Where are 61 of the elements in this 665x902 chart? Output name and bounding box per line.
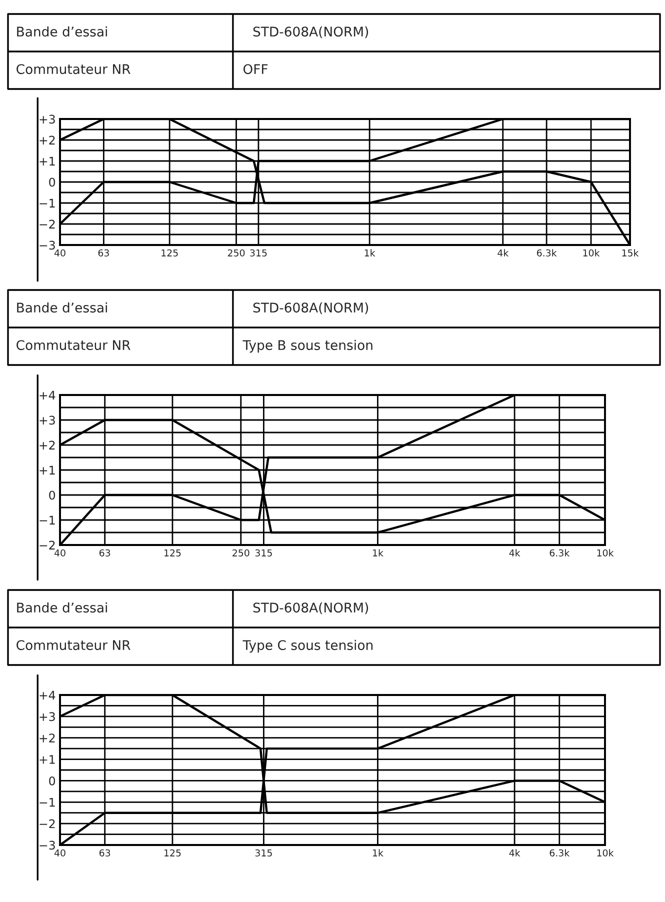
x-tick-label: 4k (498, 249, 509, 256)
text: STD-608A(NORM) (253, 302, 368, 314)
x-tick-label: 6.3k (550, 849, 570, 856)
text: STD-608A(NORM) (253, 26, 368, 38)
text: Bande d’essai (17, 602, 107, 613)
y-tick-label: +4 (40, 390, 56, 400)
x-tick-label: 40 (54, 549, 66, 556)
x-tick-label: 315 (255, 549, 272, 556)
y-tick-label: 0 (49, 490, 56, 500)
y-tick-label: +1 (40, 755, 55, 764)
y-tick-label: +2 (40, 734, 55, 742)
y-tick-label: +3 (40, 114, 55, 124)
y-tick-label: −2 (40, 819, 55, 828)
text: OFF (243, 64, 268, 74)
x-tick-label: 1k (373, 549, 384, 556)
y-tick-label: +1 (40, 466, 55, 474)
x-tick-label: 250 (228, 249, 245, 256)
y-tick-label: −3 (40, 240, 55, 250)
text: Commutateur NR (16, 340, 130, 350)
y-tick-label: −1 (40, 516, 55, 524)
x-tick-label: 10k (583, 249, 600, 256)
text: Type B sous tension (242, 340, 372, 353)
y-tick-label: +3 (40, 712, 55, 722)
x-tick-label: 1k (364, 249, 376, 256)
x-tick-label: 250 (232, 549, 250, 556)
x-tick-label: 15k (622, 249, 639, 256)
x-tick-label: 6.3k (536, 249, 557, 256)
x-tick-label: 10k (597, 849, 614, 856)
x-tick-label: 63 (99, 549, 110, 556)
text: Bande d’essai (17, 26, 107, 37)
y-tick-label: −2 (40, 220, 55, 228)
y-tick-label: 0 (49, 776, 56, 786)
y-tick-label: −1 (40, 798, 55, 807)
text: Bande d’essai (17, 302, 107, 313)
x-tick-label: 6.3k (550, 549, 570, 556)
x-tick-label: 4k (509, 549, 520, 556)
text: Type C sous tension (242, 640, 373, 653)
y-tick-label: +1 (40, 156, 55, 166)
x-tick-label: 315 (255, 849, 272, 856)
x-tick-label: 125 (162, 249, 178, 256)
x-tick-label: 4k (509, 849, 520, 856)
x-tick-label: 10k (597, 549, 614, 556)
y-tick-label: +4 (40, 690, 56, 700)
text: Commutateur NR (16, 64, 130, 74)
y-tick-label: −2 (40, 540, 55, 550)
y-tick-label: +2 (40, 136, 55, 144)
x-tick-label: 63 (99, 849, 110, 856)
x-tick-label: 315 (250, 249, 267, 256)
x-tick-label: 125 (164, 849, 181, 856)
x-tick-label: 40 (54, 849, 66, 856)
y-tick-label: +3 (40, 416, 55, 425)
x-tick-label: 125 (164, 549, 181, 556)
x-tick-label: 1k (373, 849, 384, 856)
y-tick-label: +2 (40, 440, 55, 450)
text: Commutateur NR (16, 640, 130, 650)
x-tick-label: 40 (54, 249, 66, 256)
x-tick-label: 63 (98, 249, 109, 256)
text: STD-608A(NORM) (253, 602, 368, 614)
y-tick-label: −1 (40, 198, 55, 208)
y-tick-label: 0 (49, 178, 56, 187)
y-tick-label: −3 (40, 840, 55, 850)
